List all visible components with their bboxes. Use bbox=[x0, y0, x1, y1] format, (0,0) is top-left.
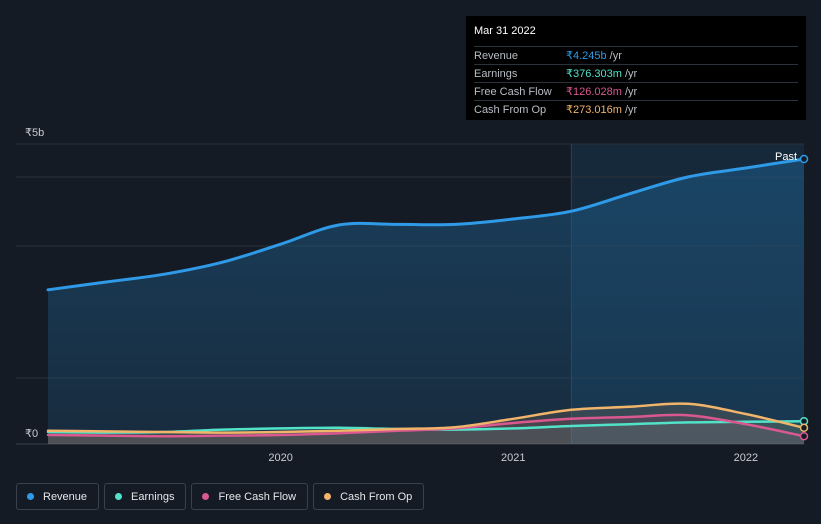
legend-dot-icon bbox=[202, 493, 210, 500]
legend-item-free-cash-flow[interactable]: Free Cash Flow bbox=[191, 483, 309, 510]
legend-item-earnings[interactable]: Earnings bbox=[104, 483, 187, 510]
tooltip-label: Free Cash Flow bbox=[474, 85, 552, 98]
series-end-point-free-cash-flow bbox=[799, 431, 809, 441]
tooltip: Mar 31 2022 Revenue ₹4.245b /yr Earnings… bbox=[466, 16, 806, 120]
y-tick-label: ₹5b bbox=[25, 127, 44, 139]
tooltip-value: ₹126.028m bbox=[566, 86, 622, 98]
area-earnings bbox=[48, 421, 804, 444]
legend-label: Free Cash Flow bbox=[218, 490, 297, 503]
tooltip-row-revenue: Revenue ₹4.245b /yr bbox=[474, 46, 798, 64]
past-label: Past bbox=[775, 151, 797, 163]
x-tick-label: 2020 bbox=[268, 452, 292, 464]
tooltip-label: Cash From Op bbox=[474, 103, 547, 116]
legend-dot-icon bbox=[27, 493, 34, 500]
legend-dot-icon bbox=[115, 493, 123, 500]
series-line-cash-from-op bbox=[46, 402, 806, 434]
legend-item-cash-from-op[interactable]: Cash From Op bbox=[313, 483, 425, 510]
series-line-free-cash-flow bbox=[46, 413, 806, 438]
legend: Revenue Earnings Free Cash Flow Cash Fro… bbox=[16, 483, 425, 510]
tooltip-date: Mar 31 2022 bbox=[474, 25, 536, 37]
area-revenue bbox=[48, 159, 804, 444]
x-tick-label: 2022 bbox=[734, 452, 758, 464]
x-tick-label: 2021 bbox=[501, 452, 525, 464]
area-cash-from-op bbox=[48, 403, 804, 444]
tooltip-row-cash-from-op: Cash From Op ₹273.016m /yr bbox=[474, 100, 798, 118]
tooltip-unit: /yr bbox=[624, 85, 638, 98]
series-end-point-revenue bbox=[799, 154, 809, 164]
tooltip-unit: /yr bbox=[624, 103, 638, 116]
legend-label: Revenue bbox=[43, 490, 88, 503]
tooltip-unit: /yr bbox=[609, 49, 622, 62]
tooltip-value: ₹4.245b bbox=[566, 50, 607, 62]
legend-dot-icon bbox=[324, 493, 332, 500]
tooltip-value: ₹273.016m bbox=[566, 104, 622, 116]
tooltip-label: Earnings bbox=[474, 67, 518, 80]
series-line-revenue bbox=[46, 157, 806, 292]
tooltip-value: ₹376.303m bbox=[566, 68, 622, 80]
legend-label: Earnings bbox=[131, 490, 175, 503]
series-end-point-cash-from-op bbox=[799, 423, 809, 433]
y-tick-label: ₹0 bbox=[25, 428, 38, 440]
tooltip-unit: /yr bbox=[624, 67, 638, 80]
tooltip-row-earnings: Earnings ₹376.303m /yr bbox=[474, 64, 798, 82]
tooltip-label: Revenue bbox=[474, 49, 519, 62]
legend-item-revenue[interactable]: Revenue bbox=[16, 483, 100, 510]
legend-label: Cash From Op bbox=[340, 490, 413, 503]
tooltip-row-free-cash-flow: Free Cash Flow ₹126.028m /yr bbox=[474, 82, 798, 100]
